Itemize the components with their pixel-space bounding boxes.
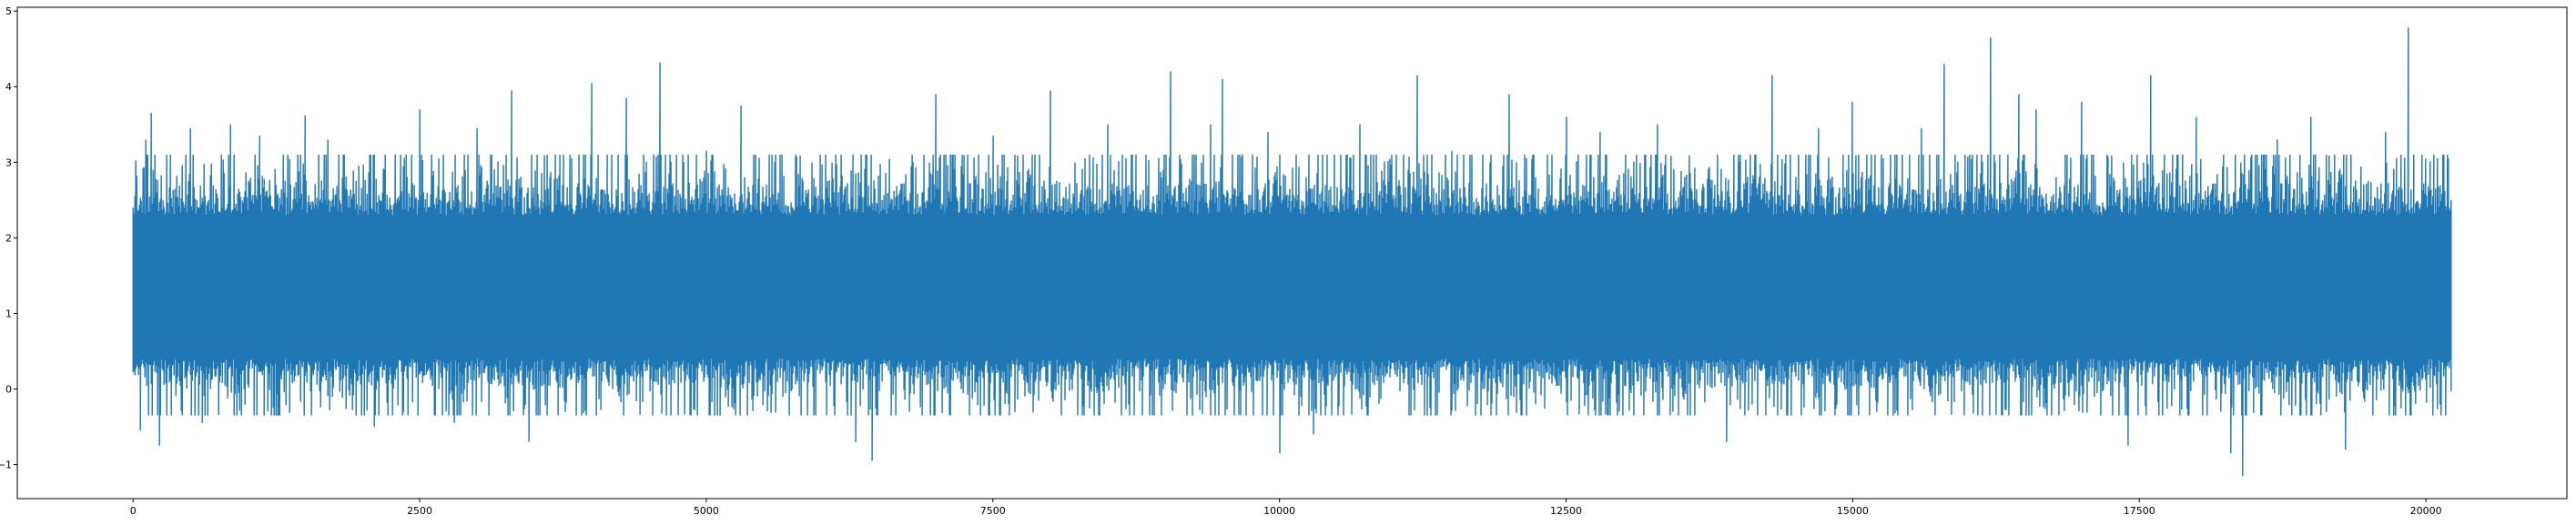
x-tick-label: 10000: [1263, 505, 1295, 517]
y-tick-label: −1: [0, 459, 12, 471]
axes-frame: [16, 6, 2568, 500]
x-tick-label: 15000: [1837, 505, 1869, 517]
y-tick-label: 0: [5, 384, 12, 396]
series-dense-band: [133, 245, 2451, 329]
x-axis-ticks: 0 2500 5000 7500 10000 12500 15000 17500 20000: [130, 499, 2442, 517]
y-tick-label: 3: [5, 156, 12, 168]
x-tick-label: 5000: [694, 505, 719, 517]
y-tick-label: 1: [5, 308, 12, 319]
x-tick-label: 2500: [407, 505, 432, 517]
y-tick-label: 5: [5, 5, 12, 17]
x-tick-label: 12500: [1550, 505, 1582, 517]
y-tick-label: 2: [5, 232, 12, 244]
series-layer: [132, 27, 2452, 477]
x-tick-label: 0: [130, 505, 137, 517]
y-tick-label: 4: [5, 81, 12, 93]
x-tick-label: 7500: [980, 505, 1006, 517]
x-tick-label: 20000: [2410, 505, 2442, 517]
x-tick-label: 17500: [2124, 505, 2155, 517]
axes-layer: [16, 6, 2568, 500]
y-axis-ticks: −1 0 1 2 3 4 5: [0, 5, 17, 471]
